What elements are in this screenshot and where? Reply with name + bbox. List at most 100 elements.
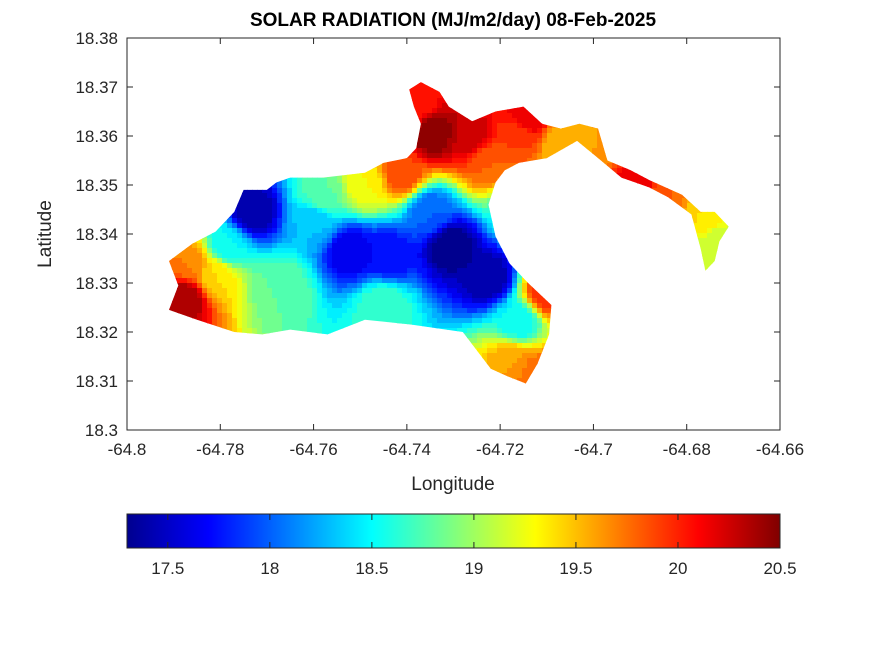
field-cell [472, 123, 478, 129]
field-cell [452, 153, 458, 159]
field-cell [417, 223, 423, 229]
field-cell [387, 218, 393, 224]
field-cell [442, 143, 448, 149]
field-cell [462, 168, 468, 174]
field-cell [467, 123, 473, 129]
field-cell [487, 138, 493, 144]
field-cell [347, 203, 353, 209]
field-cell [512, 133, 518, 139]
field-cell [422, 133, 428, 139]
field-cell [402, 223, 408, 229]
field-cell [442, 123, 448, 129]
field-cell [407, 163, 413, 169]
field-cell [517, 123, 523, 129]
field-cell [477, 148, 483, 154]
field-cell [342, 198, 348, 204]
field-cell [407, 198, 413, 204]
field-cell [452, 113, 458, 119]
field-cell [617, 163, 623, 169]
field-cell [232, 218, 238, 224]
field-cell [452, 223, 458, 229]
field-cell [417, 173, 423, 179]
field-cell [392, 178, 398, 184]
field-cell [527, 128, 533, 134]
field-cell [452, 108, 458, 114]
field-cell [512, 158, 518, 164]
field-cell [482, 208, 488, 214]
field-cell [382, 223, 388, 229]
field-cell [417, 113, 423, 119]
field-cell [667, 193, 673, 199]
field-cell [272, 188, 278, 194]
field-cell [487, 168, 493, 174]
field-cell [237, 208, 243, 214]
field-cell [322, 203, 328, 209]
field-cell [397, 178, 403, 184]
field-cell [597, 148, 603, 154]
field-cell [672, 193, 678, 199]
field-cell [592, 148, 598, 154]
field-cell [402, 208, 408, 214]
field-cell [412, 173, 418, 179]
field-cell [442, 213, 448, 219]
field-cell [467, 168, 473, 174]
field-cell [357, 178, 363, 184]
field-cell [427, 88, 433, 94]
field-cell [462, 213, 468, 219]
field-cell [397, 208, 403, 214]
field-cell [572, 128, 578, 134]
field-cell [437, 98, 443, 104]
field-cell [337, 193, 343, 199]
field-cell [357, 198, 363, 204]
field-cell [262, 203, 268, 209]
field-cell [517, 158, 523, 164]
field-cell [422, 193, 428, 199]
field-cell [277, 218, 283, 224]
field-cell [412, 168, 418, 174]
field-cell [367, 208, 373, 214]
field-cell [332, 178, 338, 184]
field-cell [262, 213, 268, 219]
field-cell [377, 188, 383, 194]
field-cell [372, 173, 378, 179]
field-cell [337, 198, 343, 204]
field-cell [447, 193, 453, 199]
field-cell [452, 173, 458, 179]
field-cell [252, 213, 258, 219]
field-cell [477, 133, 483, 139]
field-cell [412, 193, 418, 199]
field-cell [527, 113, 533, 119]
field-cell [502, 143, 508, 149]
field-cell [452, 123, 458, 129]
field-cell [422, 138, 428, 144]
field-cell [352, 223, 358, 229]
field-cell [417, 198, 423, 204]
field-cell [622, 173, 628, 179]
field-cell [427, 213, 433, 219]
field-cell [437, 103, 443, 109]
field-cell [707, 223, 713, 229]
field-cell [397, 213, 403, 219]
field-cell [357, 218, 363, 224]
field-cell [337, 173, 343, 179]
field-cell [387, 198, 393, 204]
field-cell [432, 218, 438, 224]
field-cell [527, 133, 533, 139]
field-cell [502, 163, 508, 169]
field-cell [402, 188, 408, 194]
field-cell [472, 183, 478, 189]
field-cell [262, 193, 268, 199]
field-cell [487, 118, 493, 124]
field-cell [417, 93, 423, 99]
field-cell [422, 188, 428, 194]
field-cell [437, 218, 443, 224]
field-cell [337, 218, 343, 224]
field-cell [707, 218, 713, 224]
field-cell [272, 198, 278, 204]
field-cell [437, 223, 443, 229]
field-cell [497, 108, 503, 114]
field-cell [307, 218, 313, 224]
field-cell [312, 213, 318, 219]
field-cell [352, 213, 358, 219]
field-cell [547, 128, 553, 134]
